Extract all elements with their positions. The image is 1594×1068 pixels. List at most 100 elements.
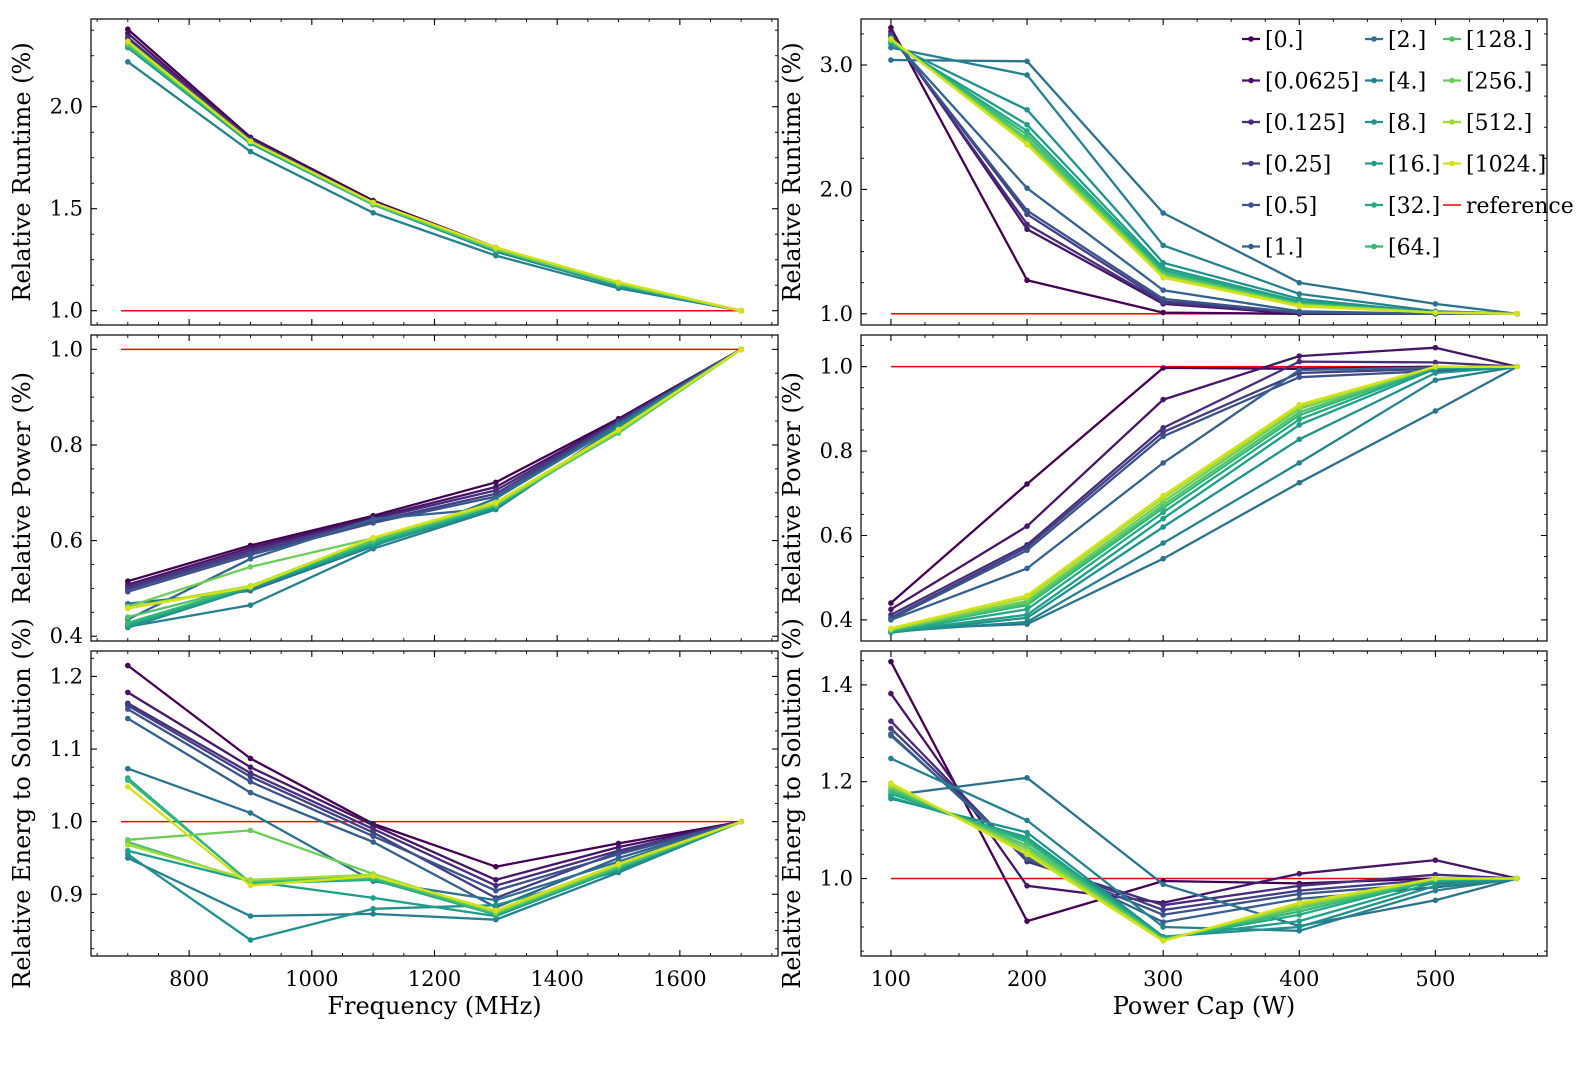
legend-item: [0.25] bbox=[1242, 153, 1331, 178]
data-point bbox=[370, 520, 376, 526]
y-axis-label: Relative Runtime (%) bbox=[778, 42, 806, 301]
panel-cap-power: 0.4 0.6 0.8 1.0 Relative Power (%) bbox=[778, 334, 1548, 642]
x-tick-label: 500 bbox=[1415, 967, 1455, 991]
data-point bbox=[1432, 301, 1439, 307]
legend-item: [512.] bbox=[1443, 111, 1532, 136]
series-line-1 bbox=[889, 692, 1518, 904]
data-point bbox=[493, 907, 499, 914]
data-point bbox=[125, 706, 131, 712]
data-point bbox=[493, 479, 499, 486]
data-point bbox=[1160, 365, 1166, 371]
legend-item: [1024.] bbox=[1443, 153, 1546, 178]
data-point bbox=[1296, 870, 1303, 877]
series-line-6 bbox=[890, 776, 1518, 928]
data-point bbox=[1432, 897, 1439, 904]
data-point bbox=[1024, 883, 1030, 889]
legend-label: [0.125] bbox=[1265, 111, 1345, 136]
data-point bbox=[370, 839, 376, 845]
data-point bbox=[1160, 515, 1166, 522]
y-tick-label: 2.0 bbox=[820, 177, 853, 201]
data-point bbox=[247, 827, 254, 834]
y-tick-label: 1.0 bbox=[50, 810, 83, 834]
x-tick-label: 1200 bbox=[408, 967, 461, 991]
series-group bbox=[888, 24, 1520, 317]
legend-label: [64.] bbox=[1388, 236, 1440, 261]
data-point bbox=[888, 617, 894, 623]
data-point bbox=[1024, 817, 1030, 824]
series-line-15 bbox=[127, 785, 742, 912]
series-line-4 bbox=[127, 708, 742, 892]
data-point bbox=[1432, 377, 1439, 383]
y-axis-label: Relative Energ to Solution (%) bbox=[8, 618, 36, 989]
data-point bbox=[125, 38, 131, 45]
data-point bbox=[1024, 619, 1030, 625]
legend-label: [0.0625] bbox=[1265, 70, 1359, 95]
legend-item: [0.5] bbox=[1242, 194, 1317, 219]
data-point bbox=[125, 662, 131, 669]
data-point bbox=[1160, 210, 1166, 216]
series-line-7 bbox=[127, 820, 742, 921]
y-tick-label: 1.0 bbox=[50, 299, 83, 323]
data-point bbox=[1024, 121, 1030, 128]
data-point bbox=[247, 789, 254, 796]
data-point bbox=[1296, 479, 1303, 486]
data-point bbox=[1024, 185, 1030, 191]
y-tick-label: 1.0 bbox=[820, 355, 853, 379]
data-point bbox=[1432, 309, 1439, 316]
series-line-2 bbox=[890, 360, 1518, 616]
data-point bbox=[1160, 524, 1166, 530]
panel-cap-runtime: 1.0 2.0 3.0 Relative Runtime (%) bbox=[778, 18, 1548, 326]
panel-freq-energy: 800 1000 1200 1400 1600 0.9 1.0 1.1 1.2 Relative … bbox=[8, 618, 779, 1020]
y-tick-label: 0.4 bbox=[50, 624, 83, 648]
data-point bbox=[1296, 374, 1303, 381]
data-point bbox=[1432, 408, 1439, 414]
data-point bbox=[888, 625, 894, 632]
data-point bbox=[125, 765, 131, 772]
data-point bbox=[738, 346, 744, 353]
data-point bbox=[370, 534, 376, 541]
panel-cap-energy: 100 200 300 400 500 1.0 1.2 1.4 Relative Energ t… bbox=[778, 618, 1548, 1020]
series-line-2 bbox=[127, 702, 742, 887]
data-point bbox=[247, 602, 254, 608]
y-tick-label: 0.6 bbox=[820, 523, 853, 547]
series-line-8 bbox=[890, 797, 1518, 938]
legend-item: [4.] bbox=[1365, 70, 1426, 95]
x-tick-label: 1000 bbox=[285, 967, 338, 991]
legend-item: [8.] bbox=[1365, 111, 1426, 136]
legend-label: [16.] bbox=[1388, 153, 1440, 178]
data-point bbox=[125, 777, 131, 784]
data-point bbox=[1024, 141, 1030, 148]
data-point bbox=[1296, 401, 1303, 408]
series-group bbox=[125, 346, 744, 631]
data-point bbox=[370, 873, 376, 879]
data-point bbox=[1160, 509, 1166, 516]
data-point bbox=[1296, 353, 1303, 359]
data-point bbox=[888, 718, 894, 724]
data-point bbox=[1514, 363, 1520, 370]
data-point bbox=[370, 833, 376, 839]
data-point bbox=[1296, 891, 1303, 897]
series-line-3 bbox=[127, 704, 742, 900]
data-point bbox=[1024, 851, 1030, 858]
series-line-15 bbox=[127, 40, 742, 312]
legend-label: [128.] bbox=[1466, 28, 1532, 53]
series-line-1 bbox=[127, 691, 742, 881]
y-tick-label: 1.0 bbox=[820, 867, 853, 891]
data-point bbox=[1024, 592, 1030, 599]
data-point bbox=[247, 810, 254, 816]
y-tick-label: 2.0 bbox=[50, 95, 83, 119]
data-point bbox=[370, 911, 376, 917]
x-tick-label: 800 bbox=[169, 967, 209, 991]
data-point bbox=[493, 252, 499, 259]
legend-label: [512.] bbox=[1466, 111, 1532, 136]
data-point bbox=[1024, 72, 1030, 78]
data-point bbox=[1160, 540, 1166, 546]
data-point bbox=[125, 59, 131, 65]
data-point bbox=[1160, 260, 1166, 266]
data-point bbox=[1514, 875, 1520, 882]
data-point bbox=[888, 732, 894, 739]
axes-frame bbox=[860, 18, 1548, 326]
data-point bbox=[1160, 938, 1166, 944]
data-point bbox=[370, 905, 376, 912]
